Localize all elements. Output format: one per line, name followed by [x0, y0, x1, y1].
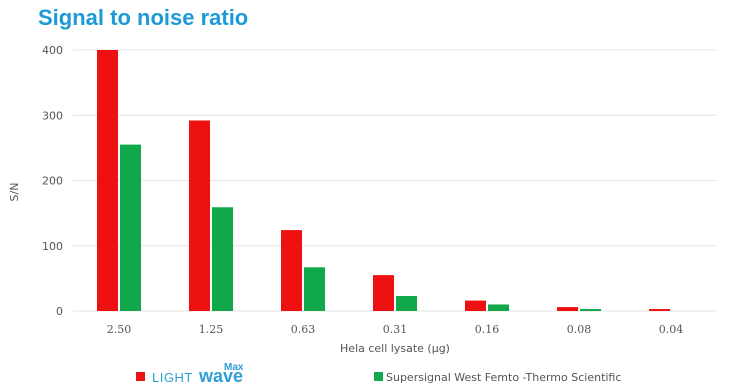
legend: LIGHT wave Max Supersignal West Femto -T…	[136, 362, 621, 385]
x-tick-label: 0.16	[475, 323, 500, 336]
legend-label-supersignal: Supersignal West Femto -Thermo Scientifi…	[386, 371, 621, 384]
bar-supersignal-0.16	[488, 304, 509, 311]
legend-label-lightwave-max: Max	[224, 362, 244, 373]
y-tick-label: 200	[42, 175, 63, 188]
bar-lightwave-0.63	[281, 230, 302, 311]
bar-supersignal-2.50	[120, 144, 141, 311]
bar-lightwave-0.16	[465, 300, 486, 311]
y-tick-label: 100	[42, 240, 63, 253]
chart-title: Signal to noise ratio	[38, 5, 249, 30]
x-tick-label: 0.08	[567, 323, 592, 336]
legend-label-lightwave-light: LIGHT	[152, 370, 193, 385]
legend-label-lightwave-wave: wave	[198, 366, 243, 385]
bar-lightwave-0.31	[373, 275, 394, 311]
y-tick-label: 300	[42, 109, 63, 122]
bar-lightwave-1.25	[189, 120, 210, 311]
x-axis-label: Hela cell lysate (µg)	[340, 342, 450, 355]
x-tick-label: 0.31	[383, 323, 408, 336]
bar-supersignal-0.63	[304, 267, 325, 311]
bar-supersignal-0.31	[396, 295, 417, 311]
bar-supersignal-0.08	[580, 309, 601, 311]
bar-supersignal-1.25	[212, 207, 233, 311]
bar-lightwave-0.04	[649, 309, 670, 311]
y-tick-label: 400	[42, 44, 63, 57]
x-axis-ticks: 2.50 1.25 0.63 0.31 0.16 0.08 0.04	[107, 323, 684, 336]
legend-swatch-supersignal	[374, 372, 383, 381]
x-tick-label: 0.04	[659, 323, 684, 336]
y-axis-ticks: 0 100 200 300 400	[42, 44, 63, 318]
gridlines	[73, 49, 717, 312]
x-tick-label: 0.63	[291, 323, 316, 336]
y-tick-label: 0	[56, 305, 63, 318]
x-tick-label: 2.50	[107, 323, 132, 336]
y-axis-label: S/N	[8, 183, 21, 202]
legend-swatch-lightwave	[136, 372, 145, 381]
bar-lightwave-2.50	[97, 50, 118, 311]
bars	[97, 50, 670, 311]
x-tick-label: 1.25	[199, 323, 224, 336]
bar-lightwave-0.08	[557, 307, 578, 311]
